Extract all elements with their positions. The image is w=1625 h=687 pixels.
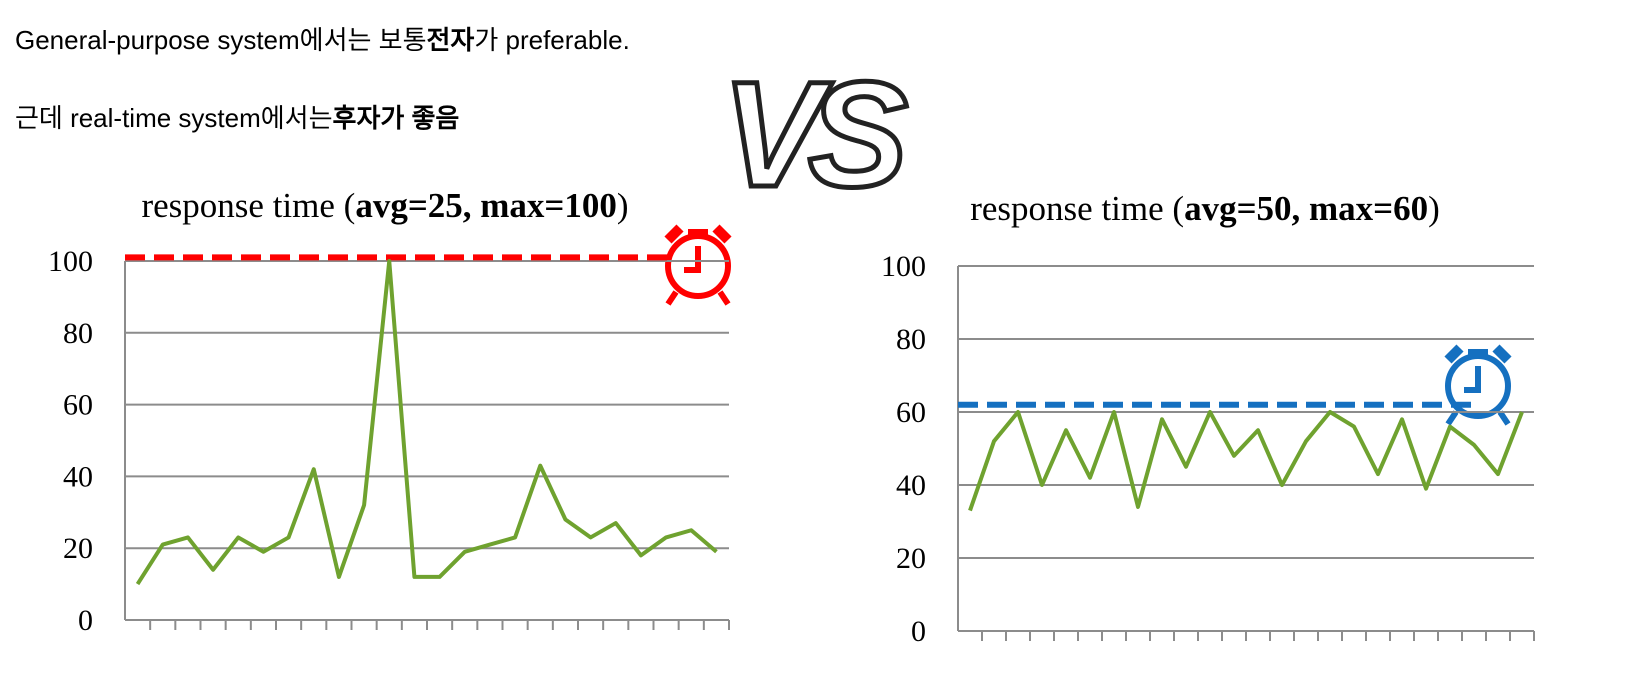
y-tick-label: 20 [63,532,93,565]
text-run: 근데 real-time system에서는 [15,103,333,133]
chart-title: response time (avg=25, max=100) [141,186,628,225]
text-run: ) [1428,189,1440,228]
y-tick-label: 80 [896,323,926,356]
vs-logo: VS [722,50,907,218]
text-run: 전자 [427,25,475,55]
y-tick-label: 40 [63,460,93,493]
data-line [968,410,1524,512]
text-run: avg=50, max=60 [1184,189,1428,228]
y-tick-label: 0 [911,615,926,648]
alarm-icon [664,224,732,306]
y-tick-label: 100 [881,250,926,283]
y-tick-label: 0 [78,604,93,637]
alarm-icon [1444,344,1512,426]
text-run: 후자가 좋음 [333,103,460,133]
text-run: response time ( [141,186,355,225]
text-run: General-purpose system에서는 보통 [15,25,427,55]
header-line: General-purpose system에서는 보통전자가 preferab… [15,25,630,55]
chart-title: response time (avg=50, max=60) [970,189,1440,228]
text-run: ) [617,186,629,225]
y-tick-label: 20 [896,542,926,575]
y-tick-label: 60 [896,396,926,429]
header-line: 근데 real-time system에서는후자가 좋음 [15,103,459,133]
text-run: avg=25, max=100 [355,186,617,225]
text-run: response time ( [970,189,1184,228]
text-run: 가 preferable. [474,25,629,55]
y-tick-label: 80 [63,317,93,350]
data-line [135,259,718,586]
y-tick-label: 40 [896,469,926,502]
y-tick-label: 100 [48,245,93,278]
y-tick-label: 60 [63,389,93,422]
